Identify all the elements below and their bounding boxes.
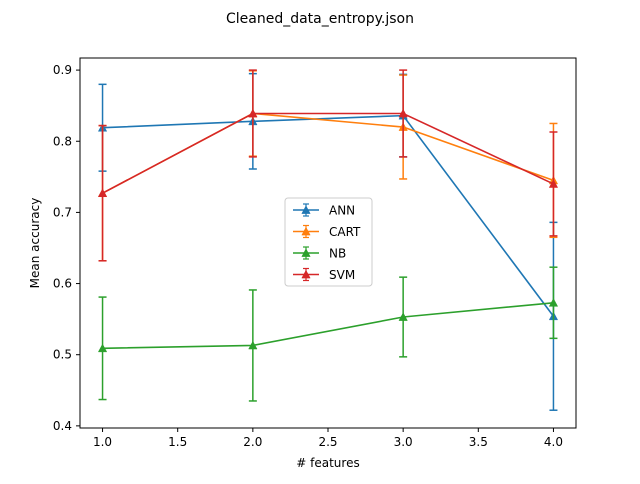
legend-label: NB [329,247,346,261]
legend-item: CART [293,224,361,239]
y-tick-label: 0.8 [53,134,72,148]
legend-label: ANN [329,204,355,218]
series-nb [97,266,559,402]
chart-title: Cleaned_data_entropy.json [226,11,414,27]
data-point [548,298,559,307]
x-tick-label: 2.5 [318,435,337,449]
legend-item: NB [293,246,346,261]
data-point [97,343,108,353]
legend-label: CART [329,225,361,239]
legend-item: ANN [293,203,355,218]
x-axis-label: # features [296,456,359,470]
legend-marker [301,205,311,214]
x-tick-label: 1.5 [168,435,187,449]
legend-item: SVM [293,267,355,282]
data-point [548,179,559,188]
y-tick-label: 0.7 [53,205,72,219]
x-tick-label: 1.0 [93,435,112,449]
legend-marker [301,248,311,257]
y-tick-label: 0.4 [53,419,72,433]
plot-frame [79,57,577,429]
legend-box [284,197,373,287]
x-tick-label: 3.5 [469,435,488,449]
data-point [248,340,258,350]
series-line [102,301,554,350]
data-point [97,188,108,198]
y-tick-label: 0.5 [53,348,72,362]
data-point [248,108,258,118]
series-line [102,112,554,194]
x-tick-label: 3.0 [394,435,413,449]
y-tick-label: 0.6 [53,277,72,291]
legend-label: SVM [329,268,355,282]
x-tick-label: 4.0 [544,435,563,449]
y-axis-label: Mean accuracy [28,198,42,289]
legend-marker [301,269,311,279]
data-point [398,108,408,118]
x-tick-label: 2.0 [243,435,262,449]
data-point [398,312,408,321]
series-line [102,114,555,317]
series-svm [97,69,559,262]
y-tick-label: 0.9 [53,63,72,77]
legend-marker [301,226,311,236]
